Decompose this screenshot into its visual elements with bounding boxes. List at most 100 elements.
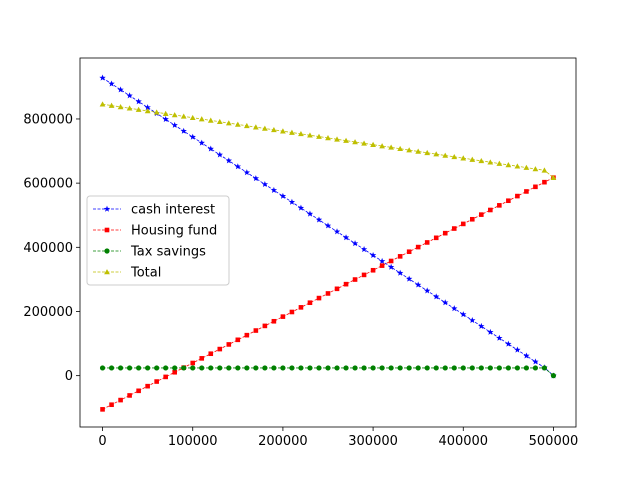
data-point: [271, 365, 277, 371]
data-point: [541, 365, 548, 371]
data-point: [433, 293, 440, 300]
legend-marker: [103, 205, 111, 212]
data-point: [360, 246, 368, 253]
data-point: [532, 358, 539, 365]
data-point: [307, 300, 313, 306]
data-point: [388, 144, 395, 150]
data-point: [451, 226, 457, 231]
data-point: [505, 340, 512, 347]
data-point: [523, 352, 530, 359]
data-point: [271, 318, 277, 324]
data-point: [424, 365, 430, 371]
data-point: [469, 365, 475, 371]
data-point: [451, 153, 458, 160]
data-point: [523, 365, 530, 371]
data-point: [180, 127, 187, 134]
data-point: [505, 162, 512, 168]
data-point: [198, 116, 205, 122]
data-point: [379, 143, 385, 149]
data-point: [297, 204, 305, 211]
data-point: [514, 346, 521, 353]
data-point: [351, 240, 359, 247]
data-point: [99, 365, 106, 371]
y-tick-label: 400000: [23, 241, 73, 256]
data-point: [235, 365, 241, 371]
data-point: [252, 124, 259, 130]
legend-label: cash interest: [131, 203, 215, 218]
data-point: [369, 251, 377, 258]
data-point: [487, 159, 494, 165]
data-point: [515, 193, 520, 199]
data-point: [325, 135, 331, 141]
data-point: [469, 156, 476, 162]
data-point: [315, 216, 323, 223]
x-tick-label: 400000: [438, 434, 488, 449]
data-point: [397, 145, 404, 152]
data-point: [506, 198, 511, 204]
data-point: [252, 175, 260, 182]
data-point: [216, 118, 223, 125]
data-point: [271, 126, 277, 133]
data-point: [479, 212, 484, 217]
data-point: [199, 365, 205, 371]
data-point: [361, 272, 367, 278]
data-point: [307, 132, 313, 138]
data-point: [127, 365, 133, 371]
legend-label: Tax savings: [130, 245, 206, 260]
data-point: [478, 365, 484, 371]
data-point: [180, 113, 187, 119]
plot-area: [99, 74, 557, 412]
data-point: [334, 136, 340, 142]
legend-item: cash interest: [93, 203, 215, 218]
series-total: [99, 101, 557, 180]
legend-marker: [104, 269, 110, 275]
data-point: [117, 86, 124, 93]
data-point: [533, 184, 538, 190]
data-point: [523, 164, 530, 170]
legend-marker: [104, 227, 110, 233]
x-tick-label: 0: [98, 434, 106, 449]
data-point: [497, 203, 502, 208]
data-point: [415, 148, 422, 154]
data-point: [244, 365, 250, 371]
data-point: [154, 379, 159, 384]
legend-label: Housing fund: [131, 224, 217, 239]
data-point: [388, 365, 394, 371]
data-point: [135, 98, 142, 105]
data-point: [334, 365, 340, 371]
data-point: [99, 101, 106, 107]
legend-label: Total: [130, 266, 161, 281]
data-point: [199, 356, 205, 361]
data-point: [433, 235, 439, 241]
data-point: [181, 365, 187, 371]
data-point: [225, 120, 232, 126]
data-point: [207, 145, 214, 152]
data-point: [289, 365, 295, 371]
data-point: [108, 102, 115, 108]
data-point: [388, 258, 394, 264]
data-point: [496, 334, 503, 341]
data-point: [415, 244, 421, 250]
data-point: [469, 317, 476, 324]
data-point: [162, 110, 169, 116]
data-point: [145, 365, 151, 371]
data-point: [127, 393, 132, 398]
data-point: [424, 149, 431, 156]
data-point: [226, 365, 232, 371]
data-point: [405, 275, 413, 282]
data-point: [217, 346, 223, 352]
data-point: [145, 383, 150, 389]
data-point: [333, 228, 341, 235]
data-point: [370, 267, 376, 273]
data-point: [496, 160, 503, 166]
y-tick-label: 800000: [23, 112, 73, 127]
data-point: [108, 80, 115, 87]
data-point: [207, 117, 214, 123]
data-point: [171, 112, 178, 118]
axes-frame: [79, 57, 577, 428]
data-point: [496, 365, 502, 371]
data-point: [361, 365, 367, 371]
data-point: [316, 295, 322, 301]
data-point: [235, 337, 241, 343]
data-point: [352, 365, 358, 371]
